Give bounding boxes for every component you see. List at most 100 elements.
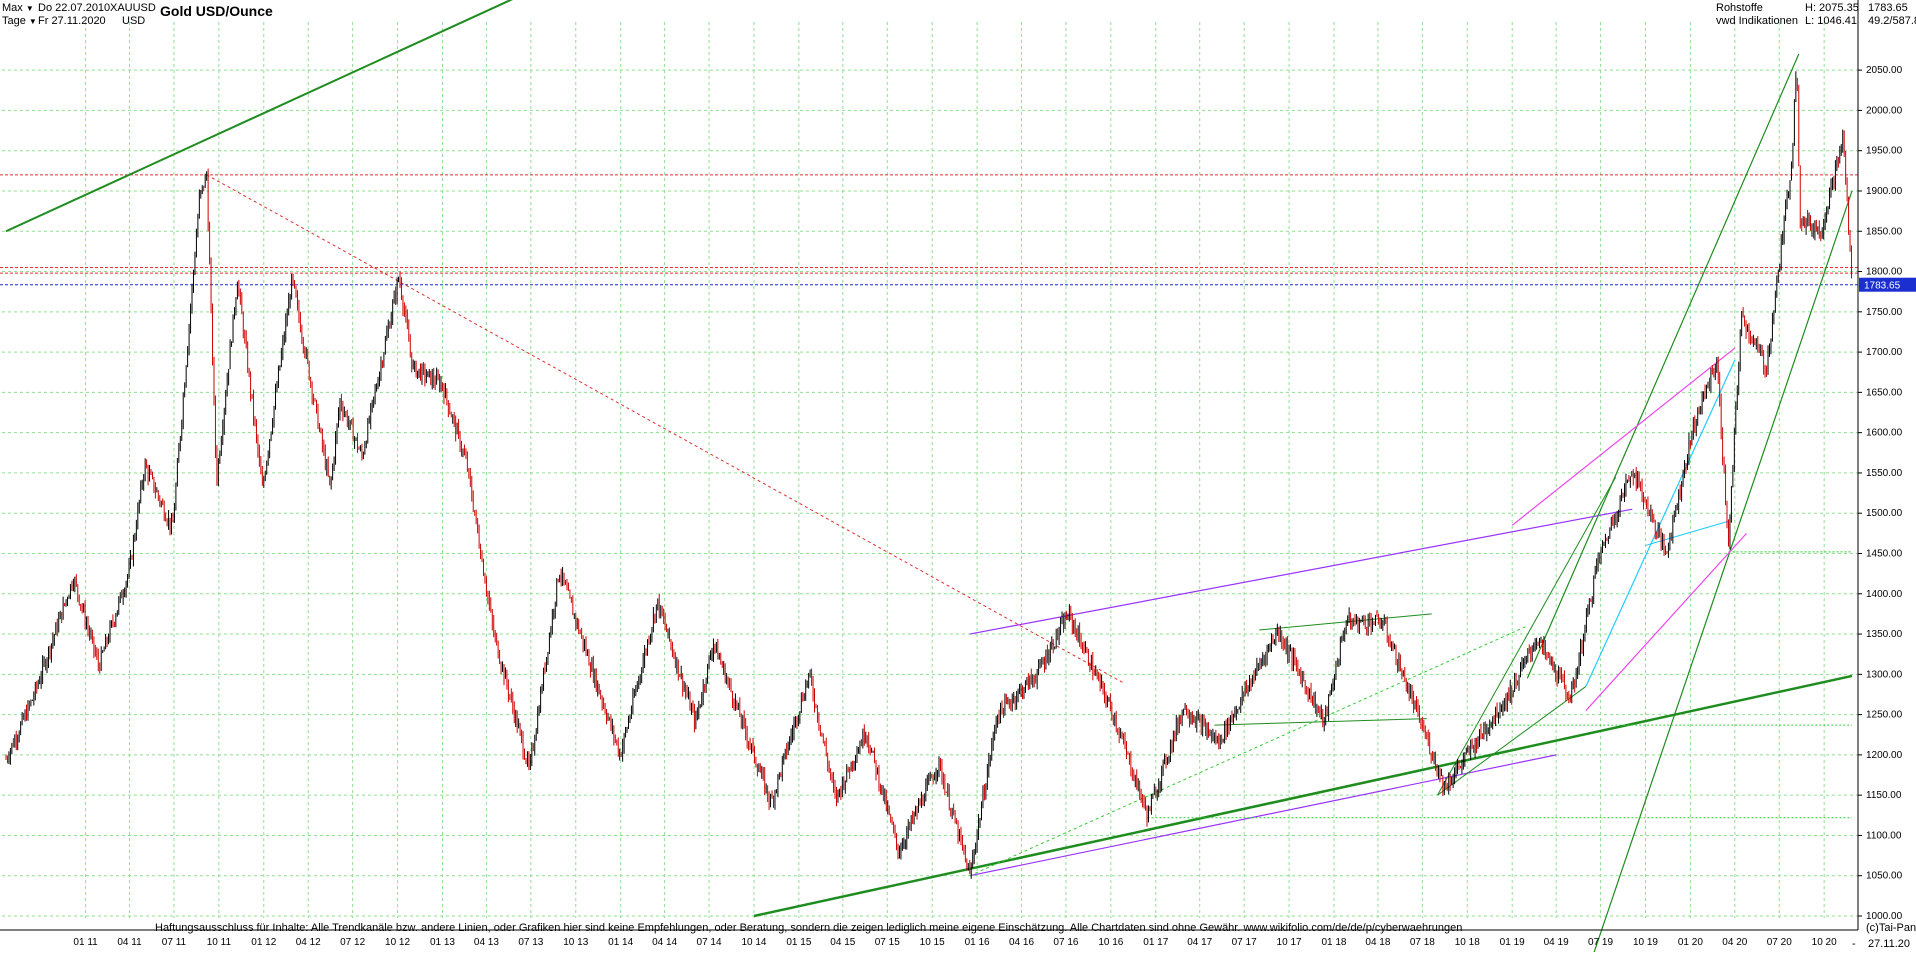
last-value-label: 1783.65 bbox=[1868, 2, 1908, 14]
trendline-long-support bbox=[753, 674, 1853, 918]
x-tick-label: 07 13 bbox=[518, 937, 543, 948]
x-tick-label: 10 19 bbox=[1633, 937, 1658, 948]
trendline-purple-upper bbox=[969, 508, 1633, 635]
x-tick-label: 04 17 bbox=[1187, 937, 1212, 948]
x-tick-label: 01 14 bbox=[608, 937, 633, 948]
y-tick-label: 1000.00 bbox=[1866, 911, 1903, 922]
x-tick-label: 07 12 bbox=[340, 937, 365, 948]
x-tick-label: 10 14 bbox=[741, 937, 766, 948]
trendline-green-2018 bbox=[1437, 476, 1617, 796]
trendline-dashed-red bbox=[206, 174, 1123, 683]
range-mode-select[interactable]: Max ▼ bbox=[2, 2, 34, 14]
y-tick-label: 1500.00 bbox=[1866, 508, 1903, 519]
trendline-magenta-lower bbox=[1585, 532, 1747, 711]
interval-mode-select[interactable]: Tage ▼ bbox=[2, 15, 37, 27]
y-tick-label: 2000.00 bbox=[1866, 105, 1903, 116]
trendline-green-top bbox=[1259, 613, 1432, 631]
date-to: Fr 27.11.2020 bbox=[38, 15, 106, 27]
x-tick-label: 10 17 bbox=[1277, 937, 1302, 948]
end-date-dash: - bbox=[1852, 938, 1856, 950]
y-tick-label: 2050.00 bbox=[1866, 65, 1903, 76]
x-tick-label: 04 11 bbox=[117, 937, 142, 948]
last-price-label: 1783.65 bbox=[1864, 281, 1901, 292]
last-price-box bbox=[1859, 277, 1916, 292]
y-tick-label: 1850.00 bbox=[1866, 226, 1903, 237]
x-tick-label: 01 13 bbox=[430, 937, 455, 948]
copyright: (c)Tai-Pan bbox=[1866, 922, 1916, 934]
y-tick-label: 1600.00 bbox=[1866, 428, 1903, 439]
y-tick-label: 1250.00 bbox=[1866, 710, 1903, 721]
disclaimer-text: Haftungsausschluss für Inhalte: Alle Tre… bbox=[155, 922, 1463, 934]
currency: USD bbox=[122, 15, 146, 27]
y-tick-label: 1700.00 bbox=[1866, 347, 1903, 358]
end-date: 27.11.20 bbox=[1868, 938, 1911, 950]
y-tick-label: 1450.00 bbox=[1866, 548, 1903, 559]
low-label: L: 1046.41 bbox=[1805, 15, 1857, 27]
x-tick-label: 04 20 bbox=[1722, 937, 1747, 948]
x-tick-label: 01 15 bbox=[786, 937, 811, 948]
x-tick-label: 10 12 bbox=[385, 937, 410, 948]
y-tick-label: 1400.00 bbox=[1866, 589, 1903, 600]
trendline-magenta-upper bbox=[1511, 347, 1736, 526]
x-tick-label: 07 11 bbox=[162, 937, 187, 948]
y-tick-label: 1050.00 bbox=[1866, 871, 1903, 882]
x-tick-label: 04 12 bbox=[296, 937, 321, 948]
x-tick-label: 01 16 bbox=[965, 937, 990, 948]
x-tick-label: 10 20 bbox=[1812, 937, 1837, 948]
x-tick-label: 10 15 bbox=[920, 937, 945, 948]
y-tick-label: 1950.00 bbox=[1866, 146, 1903, 157]
x-tick-label: 07 17 bbox=[1232, 937, 1257, 948]
x-tick-label: 07 16 bbox=[1053, 937, 1078, 948]
trendline-cyan bbox=[1585, 359, 1736, 687]
y-tick-label: 1100.00 bbox=[1866, 830, 1902, 841]
y-tick-label: 1300.00 bbox=[1866, 669, 1903, 680]
y-tick-label: 1650.00 bbox=[1866, 387, 1903, 398]
source-label: vwd Indikationen bbox=[1716, 15, 1798, 27]
high-label: H: 2075.35 bbox=[1805, 2, 1859, 14]
y-tick-label: 1900.00 bbox=[1866, 186, 1903, 197]
x-tick-label: 01 11 bbox=[73, 937, 98, 948]
trendline-purple-lower bbox=[969, 754, 1557, 877]
x-tick-label: 01 19 bbox=[1500, 937, 1525, 948]
chart-title: Gold USD/Ounce bbox=[160, 3, 273, 19]
x-tick-label: 10 18 bbox=[1455, 937, 1480, 948]
x-tick-label: 04 19 bbox=[1544, 937, 1569, 948]
category-label: Rohstoffe bbox=[1716, 2, 1763, 14]
x-tick-label: 04 15 bbox=[830, 937, 855, 948]
y-tick-label: 1800.00 bbox=[1866, 267, 1903, 278]
x-tick-label: 10 13 bbox=[563, 937, 588, 948]
trendline-long-top bbox=[5, 0, 513, 233]
x-tick-label: 07 19 bbox=[1588, 937, 1613, 948]
trendline-cyan-2 bbox=[1645, 520, 1729, 546]
x-tick-label: 04 13 bbox=[474, 937, 499, 948]
y-tick-label: 1350.00 bbox=[1866, 629, 1903, 640]
trendlines-layer bbox=[5, 0, 1853, 957]
trendline-steep-upper bbox=[1526, 53, 1800, 679]
y-tick-label: 1550.00 bbox=[1866, 468, 1903, 479]
x-tick-label: 01 20 bbox=[1678, 937, 1703, 948]
y-tick-label: 1750.00 bbox=[1866, 307, 1903, 318]
x-tick-label: 10 11 bbox=[207, 937, 232, 948]
x-tick-label: 07 15 bbox=[875, 937, 900, 948]
trendline-green-2018b bbox=[1437, 686, 1587, 796]
x-tick-label: 04 16 bbox=[1009, 937, 1034, 948]
x-tick-label: 01 17 bbox=[1143, 937, 1168, 948]
x-tick-label: 07 20 bbox=[1767, 937, 1792, 948]
trendline-green-flat bbox=[1214, 718, 1427, 726]
grid-layer bbox=[2, 22, 1858, 918]
x-tick-label: 10 16 bbox=[1098, 937, 1123, 948]
last-meta-label: 49.2/587.8 bbox=[1868, 15, 1916, 27]
y-tick-label: 1200.00 bbox=[1866, 750, 1903, 761]
candles-layer bbox=[5, 71, 1853, 879]
x-tick-label: 07 18 bbox=[1410, 937, 1435, 948]
trendline-steep-lower bbox=[1591, 190, 1853, 957]
date-from: Do 22.07.2010 bbox=[38, 2, 111, 14]
x-tick-label: 01 18 bbox=[1321, 937, 1346, 948]
x-tick-label: 04 18 bbox=[1365, 937, 1390, 948]
x-tick-label: 01 12 bbox=[251, 937, 276, 948]
x-tick-label: 04 14 bbox=[652, 937, 677, 948]
symbol: XAUUSD bbox=[110, 2, 156, 14]
